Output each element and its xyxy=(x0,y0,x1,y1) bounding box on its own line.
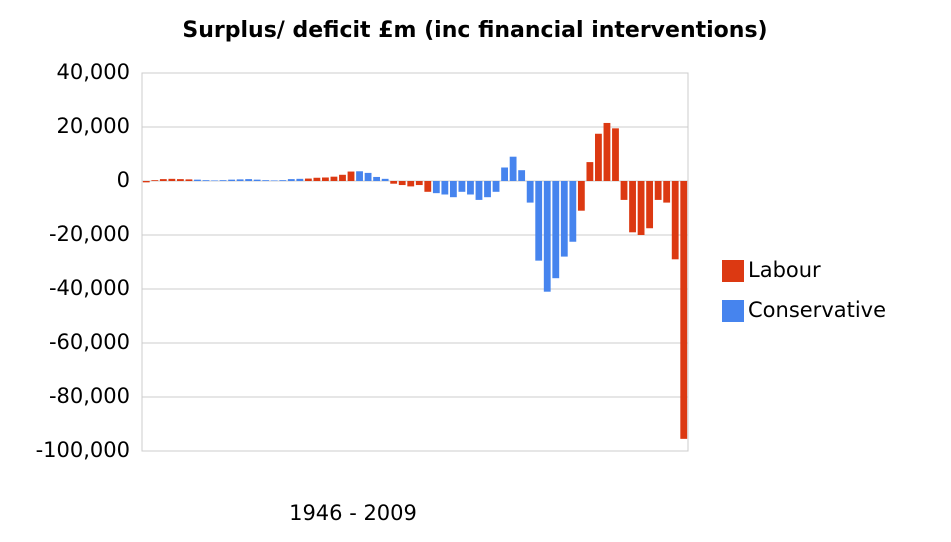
y-tick-label: -60,000 xyxy=(49,330,130,354)
y-tick-label: 20,000 xyxy=(57,114,130,138)
bar xyxy=(526,181,534,203)
bar xyxy=(313,177,321,181)
bar xyxy=(176,179,184,181)
bar xyxy=(552,181,560,279)
bar xyxy=(322,177,329,181)
bar xyxy=(424,181,432,192)
bar xyxy=(535,181,543,261)
y-tick-label: -100,000 xyxy=(36,438,130,462)
bar xyxy=(398,181,406,186)
bar xyxy=(577,181,585,211)
bar xyxy=(194,179,201,181)
bar xyxy=(612,128,619,181)
bar xyxy=(518,170,526,181)
bar xyxy=(492,181,500,192)
bar xyxy=(646,181,654,229)
bar xyxy=(142,181,150,183)
bar xyxy=(296,178,304,181)
y-tick-label: -40,000 xyxy=(49,276,130,300)
bar xyxy=(364,172,372,181)
bar xyxy=(262,180,270,181)
bar xyxy=(185,179,193,181)
bar xyxy=(373,176,381,181)
legend-label: Conservative xyxy=(748,298,886,322)
bar xyxy=(509,156,517,181)
legend-swatch xyxy=(722,300,744,322)
bar xyxy=(407,181,415,187)
bar xyxy=(202,180,210,181)
bar xyxy=(560,181,568,257)
x-axis-label: 1946 - 2009 xyxy=(289,501,417,525)
bar xyxy=(432,181,440,194)
bar xyxy=(347,171,355,181)
bar xyxy=(680,181,688,439)
bar xyxy=(629,181,636,233)
bar xyxy=(595,133,602,181)
bar xyxy=(279,180,287,181)
bar xyxy=(663,181,671,203)
y-tick-label: -80,000 xyxy=(49,384,130,408)
bar xyxy=(304,178,312,181)
legend-swatch xyxy=(722,260,744,282)
bar xyxy=(603,122,611,181)
bar xyxy=(475,181,483,200)
bar xyxy=(569,181,577,242)
bar xyxy=(253,179,261,181)
bar xyxy=(159,179,167,181)
bar xyxy=(211,180,218,181)
bar xyxy=(330,176,338,181)
bar xyxy=(168,178,176,181)
bar xyxy=(441,181,449,195)
bar xyxy=(339,174,346,181)
legend-label: Labour xyxy=(748,258,821,282)
bar xyxy=(637,181,645,235)
bar xyxy=(415,181,423,186)
bar xyxy=(236,179,244,181)
y-tick-label: 40,000 xyxy=(57,60,130,84)
y-tick-label: 0 xyxy=(117,168,130,192)
bar xyxy=(219,180,227,181)
bar xyxy=(484,181,491,198)
y-tick-label: -20,000 xyxy=(49,222,130,246)
bar xyxy=(467,181,474,195)
bar xyxy=(654,181,662,200)
bar xyxy=(245,179,253,181)
bar xyxy=(390,181,398,184)
bar xyxy=(270,180,278,181)
chart-title: Surplus/ deficit £m (inc financial inter… xyxy=(182,18,767,43)
bar xyxy=(287,179,295,181)
bar xyxy=(151,180,159,181)
bar xyxy=(586,162,594,181)
bar xyxy=(671,181,679,260)
bar xyxy=(356,171,363,181)
bar xyxy=(228,179,235,181)
bar xyxy=(458,181,466,192)
bar xyxy=(501,167,508,181)
bar xyxy=(620,181,628,200)
bar xyxy=(449,181,457,198)
bar xyxy=(381,178,389,181)
bar xyxy=(543,181,551,292)
